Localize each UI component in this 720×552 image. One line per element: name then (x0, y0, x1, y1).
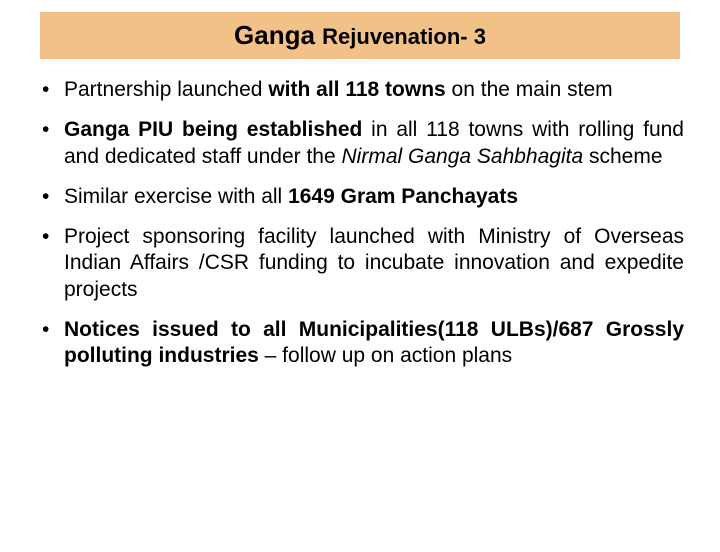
bullet-item: Notices issued to all Municipalities(118… (36, 317, 684, 370)
bullet-segment: Ganga PIU being established (64, 118, 362, 141)
bullet-item: Partnership launched with all 118 towns … (36, 77, 684, 103)
bullet-segment: 1649 Gram Panchayats (288, 185, 518, 208)
title-sub: Rejuvenation- 3 (322, 24, 486, 49)
bullet-segment: with all 118 towns (268, 78, 445, 101)
bullet-item: Ganga PIU being established in all 118 t… (36, 117, 684, 170)
bullet-segment: – follow up on action plans (259, 344, 512, 367)
bullet-segment: scheme (583, 145, 662, 168)
bullet-item: Similar exercise with all 1649 Gram Panc… (36, 184, 684, 210)
title-banner: Ganga Rejuvenation- 3 (40, 12, 680, 59)
bullet-list: Partnership launched with all 118 towns … (0, 77, 720, 369)
bullet-segment: Partnership launched (64, 78, 268, 101)
bullet-item: Project sponsoring facility launched wit… (36, 224, 684, 303)
title-main: Ganga (234, 20, 322, 50)
bullet-segment: Nirmal Ganga Sahbhagita (342, 145, 584, 168)
bullet-segment: Similar exercise with all (64, 185, 288, 208)
bullet-segment: on the main stem (446, 78, 613, 101)
bullet-segment: Project sponsoring facility launched wit… (64, 225, 684, 301)
